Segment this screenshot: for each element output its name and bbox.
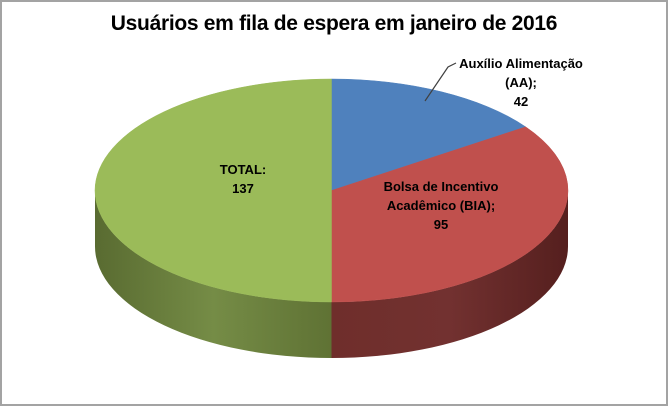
slice-label-total-value: 137 [232,181,254,196]
leader-line-aa [424,62,457,102]
slice-label-aa-value: 42 [513,94,529,109]
slice-label-total: TOTAL: 137 [163,160,323,198]
slice-label-aa-name: Auxílio Alimentação [459,56,583,71]
slice-label-bia: Bolsa de Incentivo Acadêmico (BIA); 95 [341,177,541,234]
slice-label-bia-name: Bolsa de Incentivo [383,179,499,194]
slice-label-aa-abbr: (AA); [505,75,537,90]
chart-title: Usuários em fila de espera em janeiro de… [110,12,558,35]
slice-label-bia-abbr: Acadêmico (BIA); [386,198,496,213]
slice-label-bia-value: 95 [433,217,449,232]
slice-label-aa: Auxílio Alimentação (AA); 42 [426,54,616,111]
slice-label-total-name: TOTAL: [219,162,267,177]
